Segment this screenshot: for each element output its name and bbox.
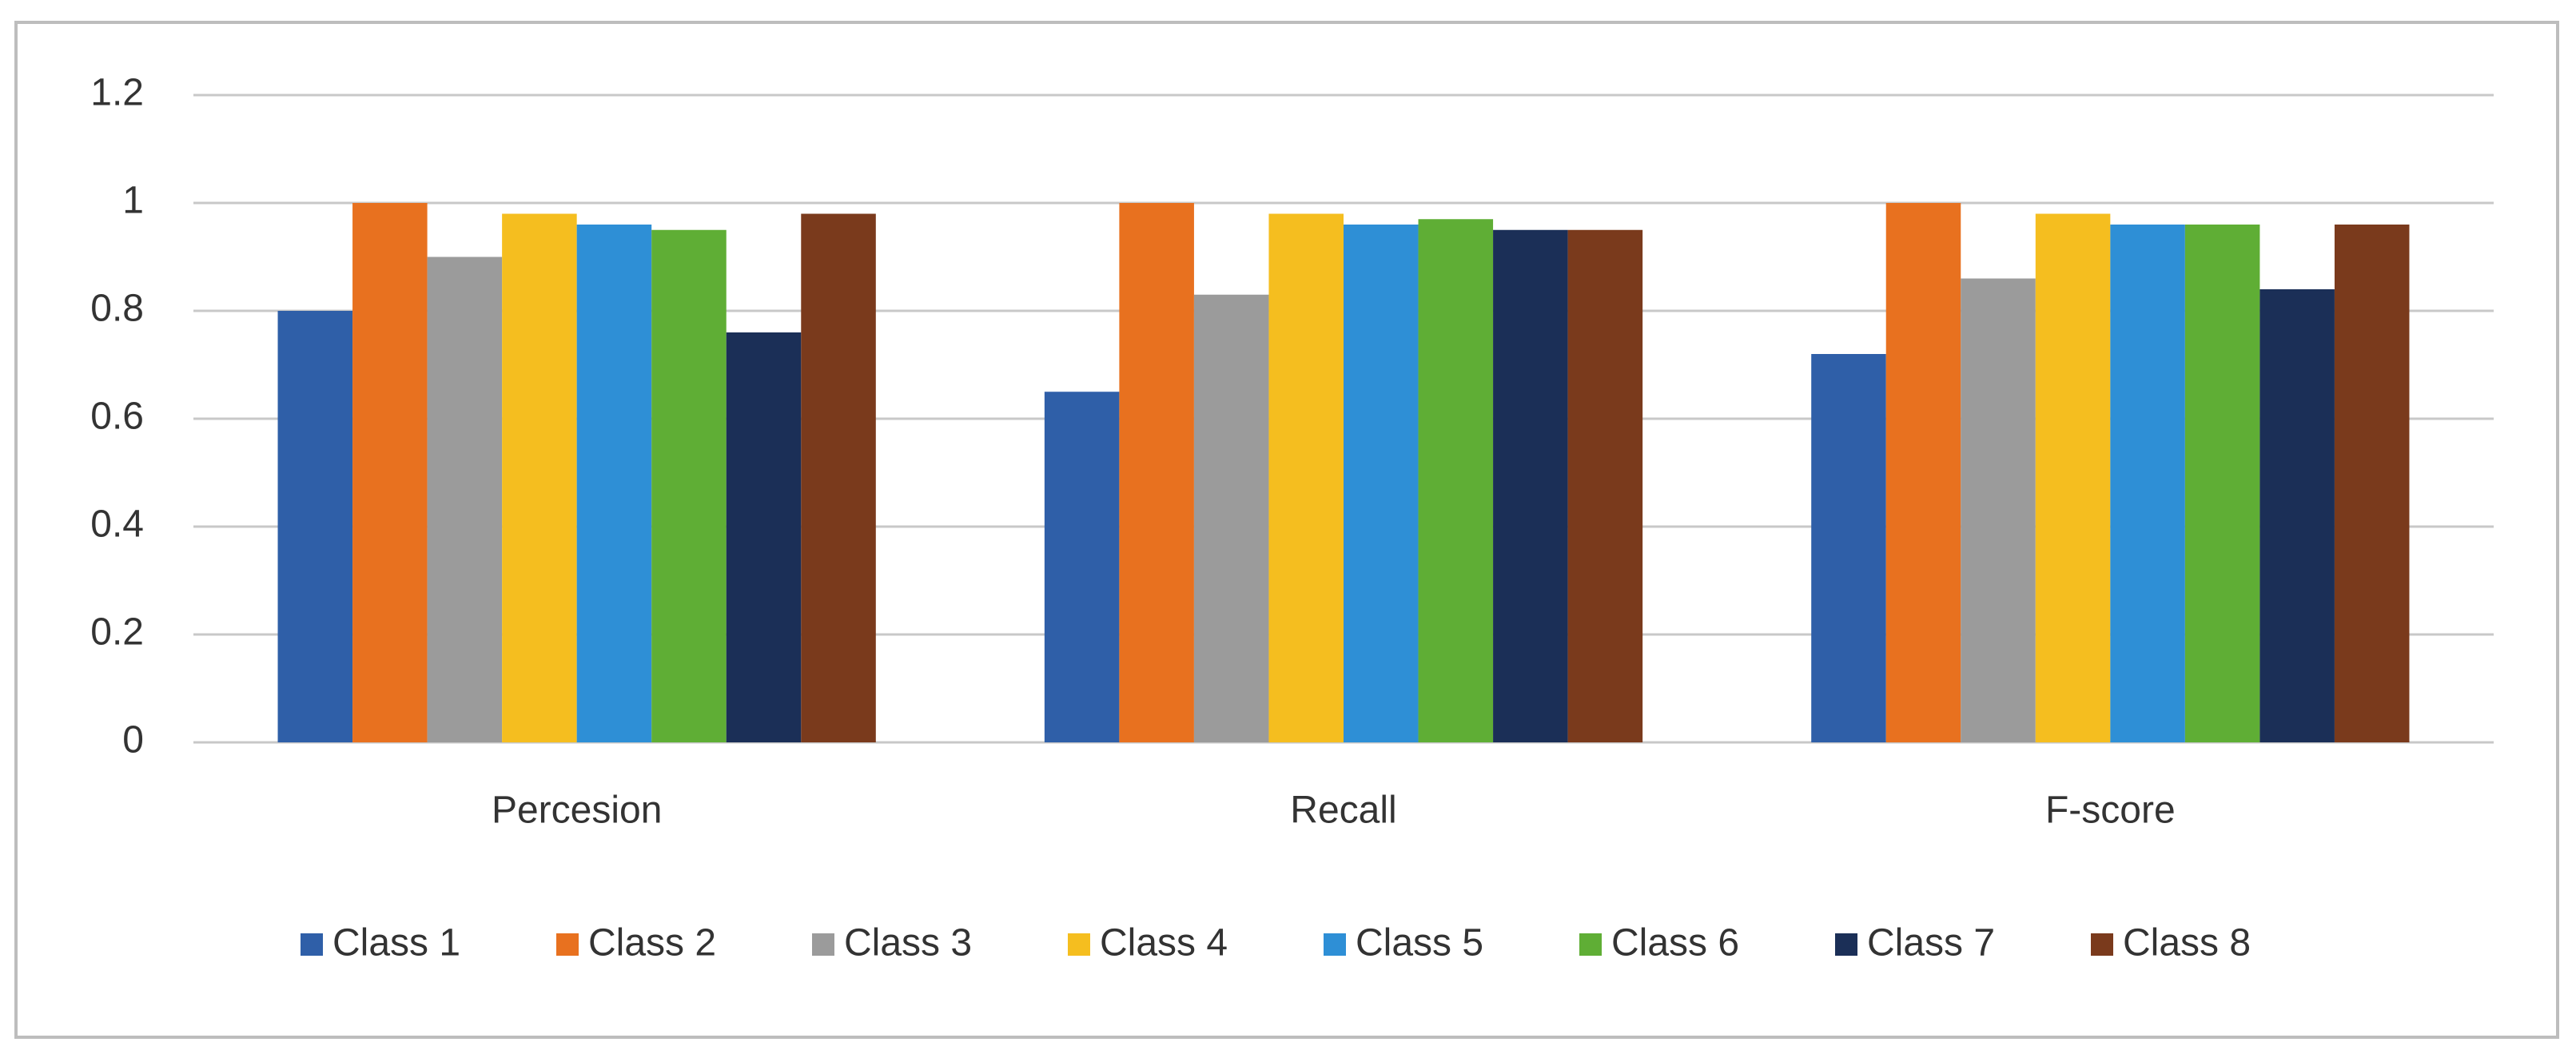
bar	[1493, 229, 1568, 742]
bar	[1811, 354, 1886, 742]
legend-swatch	[1835, 933, 1857, 956]
bar	[2184, 225, 2260, 742]
legend-label: Class 5	[1356, 922, 1483, 965]
bar	[576, 225, 652, 742]
y-tick-label: 0.4	[90, 503, 144, 546]
legend-label: Class 1	[332, 922, 460, 965]
bar	[1885, 203, 1961, 742]
bar	[1268, 213, 1344, 742]
bar	[427, 257, 503, 742]
x-tick-label: F-score	[2045, 790, 2176, 832]
legend-swatch	[556, 933, 579, 956]
legend-label: Class 3	[844, 922, 972, 965]
legend-label: Class 6	[1611, 922, 1739, 965]
legend-swatch	[2091, 933, 2113, 956]
legend-swatch	[1068, 933, 1090, 956]
bar	[2334, 225, 2410, 742]
bar	[1119, 203, 1194, 742]
bar	[801, 213, 876, 742]
legend-swatch	[1579, 933, 1602, 956]
legend-label: Class 4	[1100, 922, 1228, 965]
bar	[2110, 225, 2185, 742]
bar	[1418, 219, 1494, 742]
x-tick-label: Recall	[1290, 790, 1396, 832]
y-tick-label: 0.2	[90, 611, 144, 654]
legend-swatch	[1324, 933, 1346, 956]
bar	[726, 332, 802, 742]
bar	[1344, 225, 1419, 742]
bar	[1193, 294, 1269, 742]
bar	[1044, 392, 1120, 742]
bar	[2259, 289, 2335, 742]
bar	[1961, 278, 2036, 742]
legend-swatch	[301, 933, 323, 956]
legend-label: Class 7	[1867, 922, 1995, 965]
bar	[277, 311, 353, 742]
legend-label: Class 2	[588, 922, 716, 965]
y-tick-label: 0.6	[90, 396, 144, 438]
bar	[2035, 213, 2111, 742]
x-tick-label: Percesion	[492, 790, 662, 832]
y-tick-label: 1.2	[90, 72, 144, 114]
bar	[502, 213, 577, 742]
bar	[352, 203, 428, 742]
y-tick-label: 0.8	[90, 288, 144, 330]
bar	[1567, 229, 1643, 742]
y-tick-label: 0	[122, 719, 144, 762]
bar	[651, 229, 727, 742]
legend-label: Class 8	[2123, 922, 2251, 965]
y-tick-label: 1	[122, 180, 144, 222]
legend-swatch	[812, 933, 834, 956]
